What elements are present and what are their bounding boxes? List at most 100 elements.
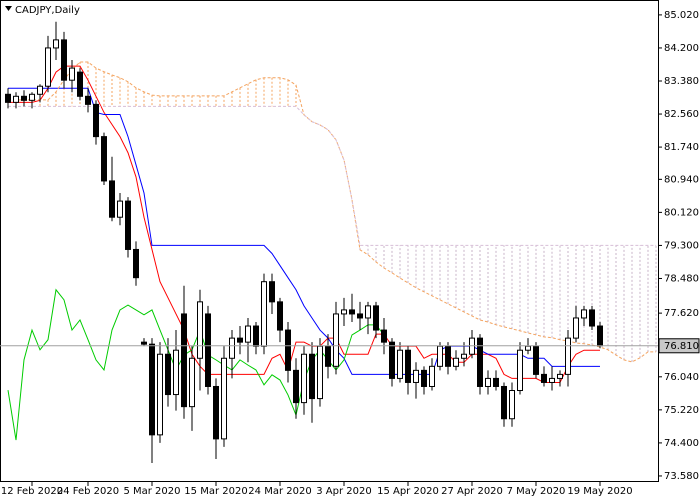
price-label-box	[658, 338, 700, 354]
candle-body	[557, 373, 563, 379]
x-tick-label: 15 Mar 2020	[184, 486, 247, 497]
candle-body	[309, 353, 315, 400]
candle-body	[77, 71, 83, 97]
x-tick-label: 15 Apr 2020	[377, 486, 439, 497]
candle-body	[125, 200, 131, 250]
candle-body	[421, 369, 427, 387]
candle-body	[597, 325, 603, 347]
x-tick-label: 5 Mar 2020	[123, 486, 180, 497]
x-tick-label: 27 Apr 2020	[441, 486, 503, 497]
plot-frame	[0, 0, 659, 482]
y-tick-label: 82.560	[664, 109, 699, 120]
candle-body	[285, 329, 291, 371]
candle-body	[389, 341, 395, 379]
candle-body	[253, 325, 259, 347]
candle-body	[445, 345, 451, 367]
candle-body	[477, 337, 483, 387]
candle-body	[325, 345, 331, 367]
candle-body	[461, 353, 467, 359]
candle-body	[333, 313, 339, 367]
candle-body	[133, 248, 139, 279]
candle-body	[453, 357, 459, 367]
x-tick-label: 24 Feb 2020	[57, 486, 119, 497]
indicator-line	[8, 105, 656, 246]
y-tick-label: 75.220	[664, 405, 699, 416]
candle-body	[429, 365, 435, 387]
candle-body	[509, 390, 515, 420]
y-tick-label: 79.300	[664, 240, 699, 251]
candle-body	[397, 349, 403, 379]
y-tick-label: 84.200	[664, 43, 699, 54]
candle-body	[181, 313, 187, 408]
candle-body	[29, 93, 35, 101]
candle-body	[277, 301, 283, 331]
candle-body	[381, 329, 387, 343]
y-tick-label: 76.040	[664, 372, 699, 383]
candle-body	[581, 309, 587, 319]
candle-body	[413, 369, 419, 383]
candle-body	[229, 337, 235, 359]
candle-body	[589, 309, 595, 327]
y-tick-label: 74.400	[664, 438, 699, 449]
candle-body	[261, 281, 267, 347]
indicator-line	[8, 61, 656, 363]
candle-body	[373, 305, 379, 331]
candle-body	[85, 95, 91, 105]
candle-body	[573, 317, 579, 339]
y-tick-label: 80.120	[664, 207, 699, 218]
candle-body	[437, 345, 443, 367]
candle-body	[197, 301, 203, 359]
candle-body	[485, 377, 491, 387]
y-tick-label: 81.740	[664, 142, 699, 153]
candle-body	[157, 353, 163, 436]
candle-body	[213, 385, 219, 440]
candle-body	[117, 200, 123, 218]
x-tick-label: 3 Apr 2020	[316, 486, 371, 497]
candle-body	[21, 95, 27, 101]
candle-body	[237, 337, 243, 343]
candle-body	[245, 325, 251, 343]
candle-body	[525, 345, 531, 351]
y-tick-label: 85.020	[664, 10, 699, 21]
candle-body	[549, 377, 555, 383]
candle-body	[61, 39, 67, 81]
y-tick-label: 77.620	[664, 308, 699, 319]
candle-body	[405, 349, 411, 383]
candle-body	[189, 357, 195, 408]
candle-body	[565, 337, 571, 375]
candle-body	[101, 136, 107, 182]
candle-body	[517, 349, 523, 392]
chart-title: CADJPY,Daily	[15, 5, 80, 16]
indicator-line	[8, 87, 600, 375]
x-tick-label: 19 May 2020	[567, 486, 632, 497]
candle-body	[301, 353, 307, 404]
y-tick-label: 73.580	[664, 471, 699, 482]
candle-body	[317, 345, 323, 400]
candle-body	[349, 309, 355, 315]
y-tick-label: 80.940	[664, 174, 699, 185]
candle-body	[541, 373, 547, 383]
candle-body	[533, 345, 539, 375]
candle-body	[69, 67, 75, 81]
candle-body	[221, 357, 227, 440]
candle-body	[293, 369, 299, 404]
y-tick-label: 78.480	[664, 273, 699, 284]
x-tick-label: 24 Mar 2020	[248, 486, 311, 497]
candle-body	[493, 377, 499, 387]
x-tick-label: 12 Feb 2020	[1, 486, 63, 497]
candle-body	[341, 309, 347, 315]
candle-body	[93, 103, 99, 138]
candle-body	[141, 341, 147, 345]
title-arrow	[5, 6, 12, 11]
candle-body	[53, 39, 59, 49]
x-tick-label: 7 May 2020	[507, 486, 566, 497]
candle-body	[357, 313, 363, 319]
candle-body	[149, 343, 155, 436]
candle-body	[45, 47, 51, 87]
candle-body	[109, 180, 115, 218]
candle-body	[5, 93, 11, 103]
candle-body	[13, 95, 19, 103]
candle-body	[173, 349, 179, 396]
candle-body	[165, 353, 171, 396]
